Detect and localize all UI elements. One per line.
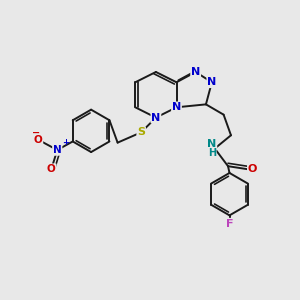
- Text: +: +: [63, 138, 70, 147]
- Text: N: N: [207, 77, 217, 87]
- Text: N: N: [172, 102, 181, 112]
- Text: O: O: [248, 164, 257, 174]
- Text: F: F: [226, 219, 233, 229]
- Text: N: N: [207, 139, 217, 149]
- Text: H: H: [208, 148, 216, 158]
- Text: O: O: [47, 164, 56, 174]
- Text: N: N: [53, 145, 62, 155]
- Text: N: N: [191, 67, 200, 77]
- Text: O: O: [34, 135, 43, 145]
- Text: S: S: [137, 127, 145, 137]
- Text: N: N: [151, 112, 160, 123]
- Text: −: −: [32, 128, 40, 138]
